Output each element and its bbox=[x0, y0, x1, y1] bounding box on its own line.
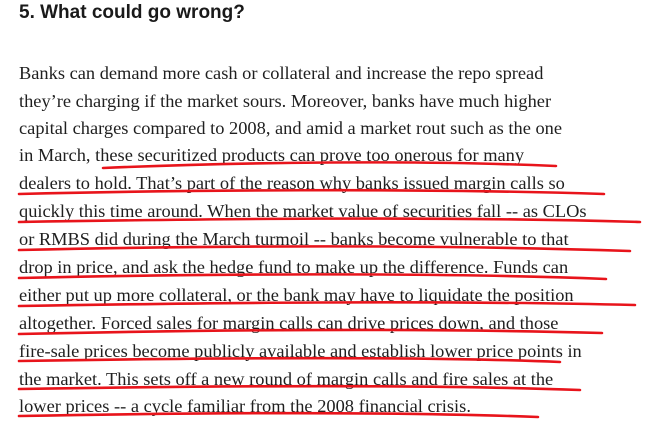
paragraph-line: the market. This sets off a new round of… bbox=[19, 369, 554, 389]
paragraph-line: lower prices -- a cycle familiar from th… bbox=[19, 396, 471, 416]
paragraph-line: altogether. Forced sales for margin call… bbox=[19, 313, 559, 333]
section-heading: 5. What could go wrong? bbox=[19, 2, 245, 23]
paragraph-line: in March, these securitized products can… bbox=[19, 145, 525, 165]
paragraph-line: Banks can demand more cash or collateral… bbox=[19, 63, 544, 83]
paragraph-line: quickly this time around. When the marke… bbox=[19, 201, 587, 221]
paragraph-line: capital charges compared to 2008, and am… bbox=[19, 118, 563, 138]
paragraph-line: drop in price, and ask the hedge fund to… bbox=[19, 257, 569, 277]
paragraph-line: fire-sale prices become publicly availab… bbox=[19, 341, 582, 361]
paragraph-line: dealers to hold. That’s part of the reas… bbox=[19, 173, 565, 193]
paragraph-line: either put up more collateral, or the ba… bbox=[19, 285, 574, 305]
paragraph-line: or RMBS did during the March turmoil -- … bbox=[19, 229, 569, 249]
paragraph-line: they’re charging if the market sours. Mo… bbox=[19, 91, 552, 111]
